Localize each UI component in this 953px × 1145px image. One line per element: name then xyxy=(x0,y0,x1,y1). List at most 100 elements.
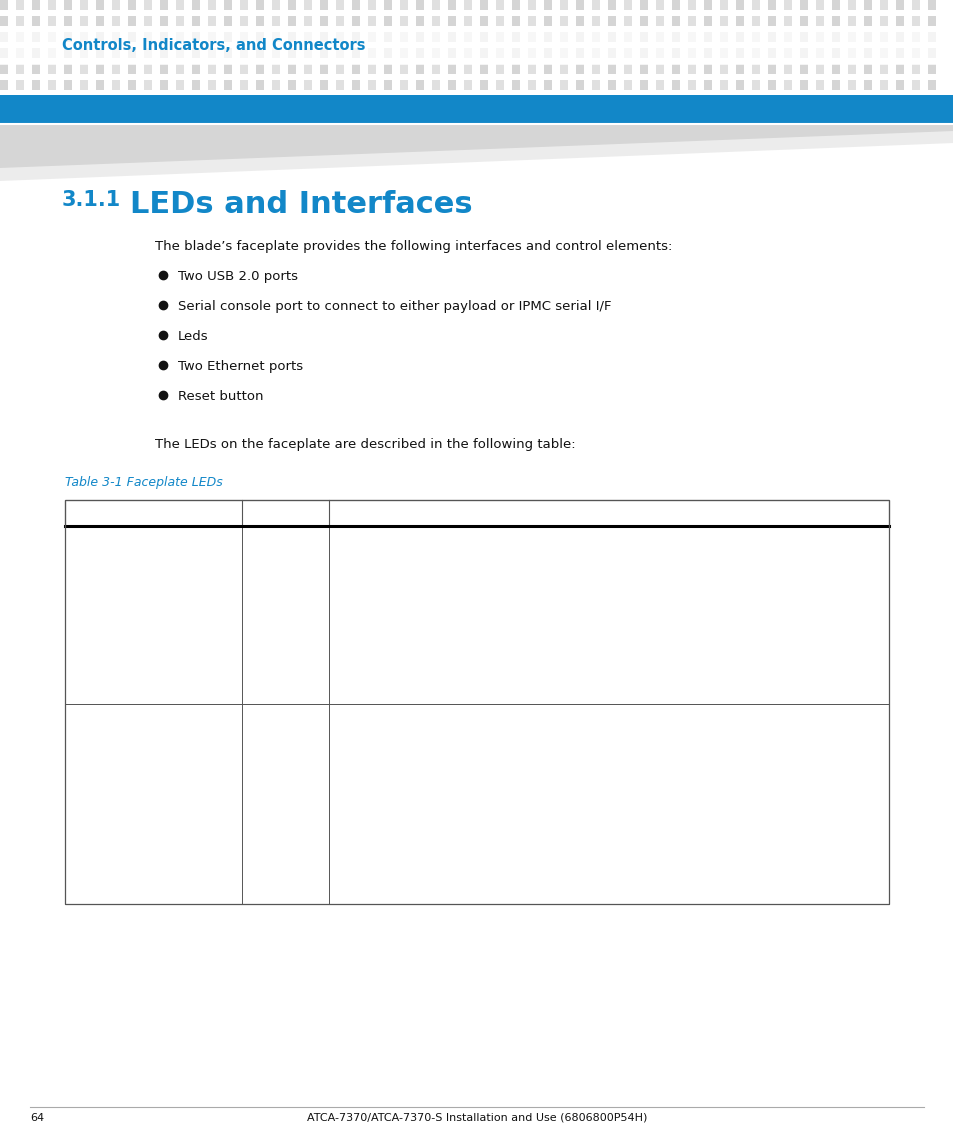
Bar xyxy=(576,0,583,10)
Bar xyxy=(479,16,488,26)
Bar xyxy=(112,80,120,90)
Bar xyxy=(32,80,40,90)
Bar xyxy=(144,48,152,58)
Bar xyxy=(319,64,328,74)
Bar xyxy=(671,48,679,58)
Bar xyxy=(48,32,56,42)
Bar xyxy=(160,16,168,26)
Bar xyxy=(432,16,439,26)
Bar xyxy=(96,64,104,74)
Bar xyxy=(128,32,136,42)
Bar xyxy=(399,16,408,26)
Bar xyxy=(863,0,871,10)
Bar xyxy=(527,16,536,26)
Bar xyxy=(800,80,807,90)
Bar xyxy=(800,0,807,10)
Bar xyxy=(416,48,423,58)
Bar xyxy=(815,80,823,90)
Bar xyxy=(432,32,439,42)
Bar xyxy=(368,16,375,26)
Bar xyxy=(543,0,552,10)
Bar xyxy=(687,32,696,42)
Bar xyxy=(592,64,599,74)
Bar xyxy=(32,32,40,42)
Bar xyxy=(687,16,696,26)
Bar xyxy=(224,48,232,58)
Bar xyxy=(496,80,503,90)
Bar xyxy=(192,16,200,26)
Bar xyxy=(96,16,104,26)
Bar xyxy=(911,80,919,90)
Text: In Service LED2: In Service LED2 xyxy=(71,714,170,727)
Bar xyxy=(671,64,679,74)
Text: Turned green "ON" by OS startup script or application.: Turned green "ON" by OS startup script o… xyxy=(335,822,674,835)
Bar xyxy=(576,80,583,90)
Bar xyxy=(144,32,152,42)
Bar xyxy=(144,16,152,26)
Bar xyxy=(160,0,168,10)
Bar xyxy=(112,0,120,10)
Bar xyxy=(368,80,375,90)
Bar xyxy=(208,80,215,90)
Bar xyxy=(751,32,760,42)
Bar xyxy=(208,0,215,10)
Bar xyxy=(208,64,215,74)
Bar xyxy=(0,16,8,26)
Bar xyxy=(255,64,264,74)
Bar xyxy=(703,48,711,58)
Bar xyxy=(416,0,423,10)
Bar xyxy=(847,80,855,90)
Bar xyxy=(80,64,88,74)
Bar xyxy=(335,0,344,10)
Bar xyxy=(463,48,472,58)
Bar xyxy=(112,64,120,74)
Bar xyxy=(592,16,599,26)
Bar xyxy=(399,64,408,74)
Bar xyxy=(623,80,631,90)
Bar xyxy=(48,16,56,26)
Bar xyxy=(592,32,599,42)
Bar xyxy=(527,64,536,74)
Bar xyxy=(496,64,503,74)
Text: The LEDs on the faceplate are described in the following table:: The LEDs on the faceplate are described … xyxy=(154,439,575,451)
Text: Red/green (controlled by IPMC). If both red and green are lit, it may look: Red/green (controlled by IPMC). If both … xyxy=(335,741,787,755)
Bar xyxy=(863,16,871,26)
Bar xyxy=(352,64,359,74)
Bar xyxy=(65,500,888,905)
Bar xyxy=(623,32,631,42)
Bar xyxy=(448,48,456,58)
Bar xyxy=(656,64,663,74)
Bar xyxy=(607,48,616,58)
Bar xyxy=(703,80,711,90)
Bar xyxy=(80,32,88,42)
Bar xyxy=(735,32,743,42)
Bar xyxy=(272,16,280,26)
Bar xyxy=(847,48,855,58)
Bar xyxy=(703,0,711,10)
Bar xyxy=(304,32,312,42)
Bar xyxy=(384,16,392,26)
Bar xyxy=(128,64,136,74)
Bar xyxy=(48,0,56,10)
Bar xyxy=(895,48,903,58)
Bar xyxy=(783,80,791,90)
Bar xyxy=(592,80,599,90)
Bar xyxy=(927,48,935,58)
Text: ATCA-7370/ATCA-7370-S Installation and Use (6806800P54H): ATCA-7370/ATCA-7370-S Installation and U… xyxy=(307,1113,646,1123)
Bar xyxy=(32,48,40,58)
Bar xyxy=(927,32,935,42)
Text: middleware or applications.: middleware or applications. xyxy=(335,768,508,781)
Bar xyxy=(735,0,743,10)
Bar xyxy=(288,48,295,58)
Bar xyxy=(512,0,519,10)
Bar xyxy=(656,80,663,90)
Bar xyxy=(240,80,248,90)
Bar xyxy=(48,48,56,58)
Bar xyxy=(175,16,184,26)
Bar xyxy=(96,32,104,42)
Bar xyxy=(527,80,536,90)
Bar xyxy=(576,48,583,58)
Bar xyxy=(527,32,536,42)
Bar xyxy=(879,0,887,10)
Bar xyxy=(80,80,88,90)
